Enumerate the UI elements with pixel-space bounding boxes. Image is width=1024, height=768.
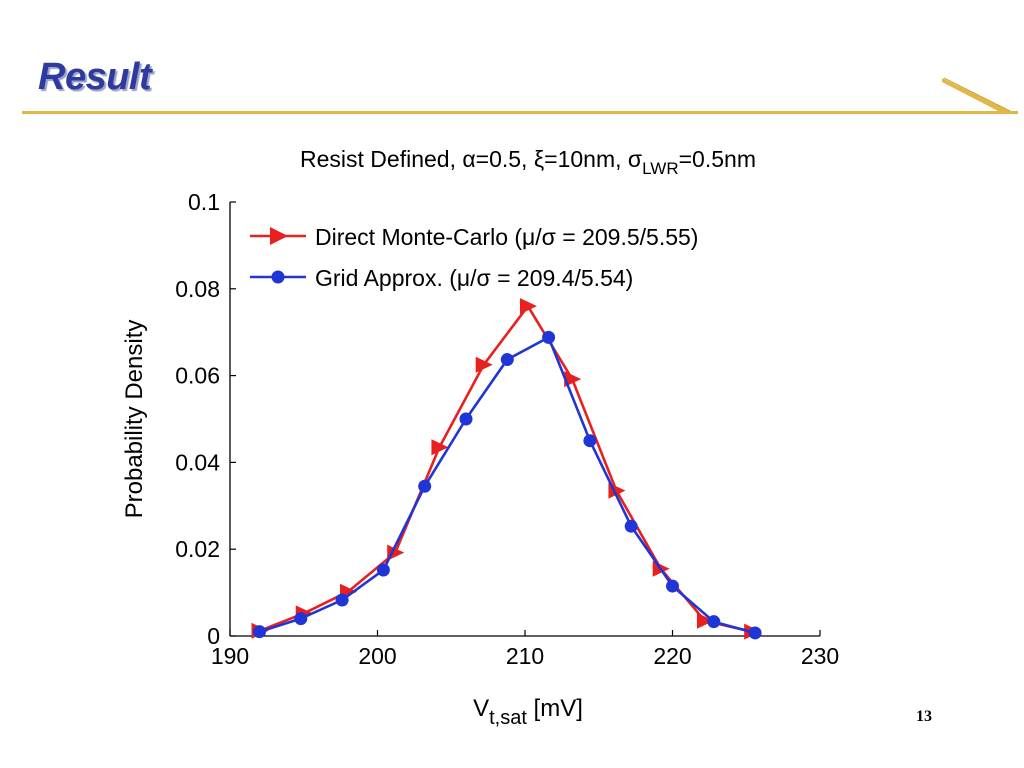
series-line-1 bbox=[259, 336, 756, 635]
x-axis-label: Vt,sat [mV] bbox=[473, 695, 583, 729]
data-point-series-1 bbox=[459, 412, 473, 426]
data-point-series-0 bbox=[475, 356, 493, 373]
legend-label-grid: Grid Approx. (μ/σ = 209.4/5.54) bbox=[315, 265, 633, 291]
y-axis-label: Probability Density bbox=[121, 320, 148, 519]
legend-label-mc: Direct Monte-Carlo (μ/σ = 209.5/5.55) bbox=[315, 224, 698, 250]
data-point-series-0 bbox=[696, 612, 714, 629]
x-tick-label: 230 bbox=[801, 643, 839, 669]
data-point-series-1 bbox=[376, 563, 390, 577]
title-divider bbox=[22, 111, 1018, 114]
data-point-series-1 bbox=[748, 626, 762, 640]
data-point-series-1 bbox=[418, 479, 432, 493]
legend-marker-mc bbox=[270, 227, 288, 245]
title-swoosh-decoration bbox=[942, 77, 1017, 115]
x-tick-label: 190 bbox=[211, 643, 249, 669]
data-point-series-1 bbox=[253, 625, 266, 639]
data-point-series-1 bbox=[624, 519, 638, 533]
data-point-series-1 bbox=[542, 330, 556, 344]
series-layer bbox=[251, 298, 762, 640]
y-tick-label: 0.1 bbox=[188, 189, 220, 215]
data-point-series-0 bbox=[564, 371, 582, 388]
legend: Direct Monte-Carlo (μ/σ = 209.5/5.55) Gr… bbox=[250, 224, 698, 291]
y-tick-label: 0.08 bbox=[175, 276, 220, 302]
x-tick-label: 220 bbox=[653, 643, 691, 669]
axis-tick-labels: 190 200 210 220 230 0 0.02 0.04 0.06 0.08 0.1 bbox=[175, 189, 839, 669]
data-point-series-0 bbox=[519, 298, 537, 315]
slide-number: 13 bbox=[916, 708, 932, 725]
slide-title: Result bbox=[38, 56, 152, 98]
x-tick-label: 210 bbox=[506, 643, 544, 669]
data-point-series-1 bbox=[500, 353, 514, 367]
data-point-series-0 bbox=[387, 544, 405, 561]
chart-title: Resist Defined, α=0.5, ξ=10nm, σLWR=0.5n… bbox=[300, 146, 756, 178]
data-point-series-1 bbox=[335, 593, 349, 607]
y-tick-label: 0.04 bbox=[175, 449, 220, 475]
y-tick-label: 0.02 bbox=[175, 536, 220, 562]
y-tick-label: 0 bbox=[207, 623, 220, 649]
x-tick-label: 200 bbox=[358, 643, 396, 669]
data-point-series-0 bbox=[431, 439, 449, 456]
data-point-series-1 bbox=[666, 579, 679, 593]
y-tick-label: 0.06 bbox=[175, 363, 220, 389]
data-point-series-1 bbox=[707, 615, 721, 629]
axis-ticks bbox=[229, 201, 821, 637]
data-point-series-1 bbox=[294, 612, 308, 626]
legend-marker-grid bbox=[271, 270, 285, 284]
data-point-series-1 bbox=[583, 434, 597, 448]
